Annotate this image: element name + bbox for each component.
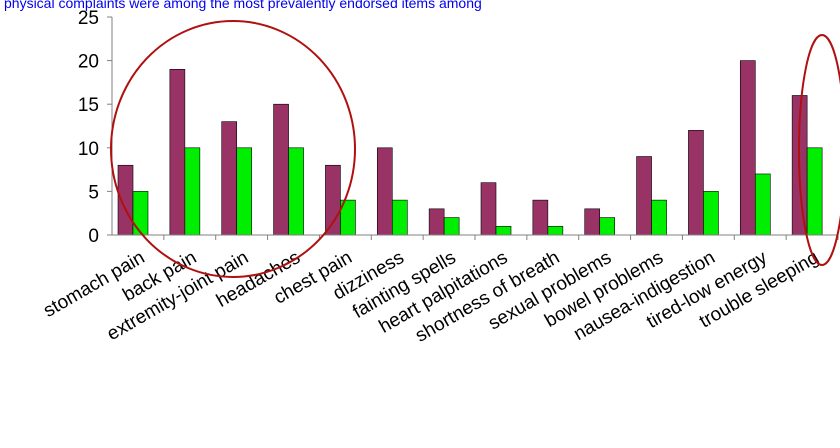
- bar-series-1: [584, 208, 601, 236]
- bar-series-1: [428, 208, 445, 236]
- bar-series-2: [132, 191, 149, 236]
- bar-series-2: [236, 147, 253, 236]
- y-tick-label: 0: [88, 226, 99, 247]
- bar-series-2: [547, 225, 564, 236]
- y-tick-label: 5: [88, 182, 99, 203]
- bar-series-2: [806, 147, 823, 236]
- bar-series-1: [273, 103, 289, 236]
- bar-series-1: [480, 182, 497, 236]
- annotations: [110, 20, 840, 278]
- bars: [117, 60, 823, 236]
- bar-series-1: [221, 121, 238, 236]
- bar-series-1: [376, 147, 393, 236]
- bar-series-2: [495, 225, 512, 236]
- highlight-ellipse-left: [110, 20, 356, 278]
- highlight-ellipse-right: [798, 34, 840, 266]
- y-tick-label: 10: [78, 139, 99, 160]
- bar-series-2: [184, 147, 201, 236]
- bar-series-1: [739, 60, 756, 236]
- y-tick-label: 20: [78, 52, 99, 73]
- y-tick-label: 25: [78, 8, 99, 29]
- bar-series-2: [443, 217, 460, 236]
- bar-series-1: [636, 156, 652, 236]
- bar-series-2: [754, 173, 771, 236]
- bar-series-1: [169, 69, 186, 236]
- bar-series-1: [532, 199, 549, 236]
- y-axis: 0 5 10 15 20 25: [78, 8, 113, 247]
- caption-fragment: physical complaints were among the most …: [4, 0, 482, 11]
- bar-series-1: [688, 130, 704, 236]
- bar-series-2: [599, 217, 616, 236]
- bar-series-2: [391, 199, 408, 236]
- bar-series-1: [325, 164, 341, 236]
- bar-series-2: [651, 199, 667, 236]
- bar-series-2: [703, 191, 719, 236]
- bar-series-2: [288, 147, 304, 236]
- y-tick-label: 15: [78, 95, 99, 116]
